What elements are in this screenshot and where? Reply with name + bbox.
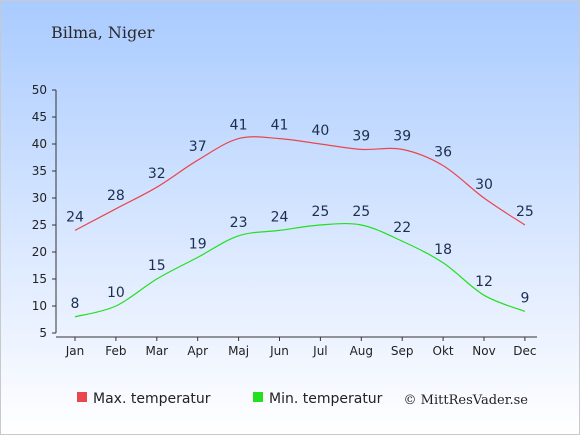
x-tick-label: Mar [145,344,168,358]
y-tick-label: 5 [39,326,47,340]
data-label: 22 [393,220,411,236]
y-tick-label: 35 [32,164,47,178]
chart-title: Bilma, Niger [51,23,155,42]
legend-swatch [77,392,87,402]
data-label: 41 [271,118,289,134]
x-tick-label: Jul [312,344,327,358]
data-label: 15 [148,258,166,274]
data-label: 19 [189,236,207,252]
data-label: 28 [107,188,125,204]
data-label: 9 [520,290,529,306]
data-label: 32 [148,166,166,182]
series-line-max [74,136,526,231]
y-tick-label: 50 [32,83,47,97]
data-label: 39 [352,128,370,144]
data-label: 8 [71,296,80,312]
x-tick-label: Dec [513,344,536,358]
y-tick-label: 30 [32,191,47,205]
data-label: 12 [475,274,493,290]
y-tick-label: 40 [32,137,47,151]
data-label: 10 [107,285,125,301]
data-label: 24 [66,209,84,225]
series-line-min [74,222,526,318]
data-label: 40 [311,123,329,139]
x-tick-label: Apr [187,344,208,358]
y-tick-label: 15 [32,272,47,286]
legend-label: Min. temperatur [269,391,383,407]
series-lines [74,136,526,318]
data-label: 18 [434,242,452,258]
data-label: 30 [475,177,493,193]
legend-swatch [253,392,263,402]
data-label: 37 [189,139,207,155]
y-tick-label: 45 [32,110,47,124]
x-tick-label: Sep [391,344,414,358]
x-tick-label: Feb [105,344,126,358]
y-tick-label: 20 [32,245,47,259]
data-label: 25 [352,204,370,220]
x-tick-label: Aug [350,344,373,358]
axes: 5 10 15 20 25 30 35 40 45 50 Jan Feb Mar Apr Maj Jun Jul… [32,83,537,358]
data-label: 25 [516,204,534,220]
data-label: 23 [230,215,248,231]
x-tick-label: Jan [65,344,85,358]
data-label: 41 [230,118,248,134]
credit-text: © MittResVader.se [404,393,529,408]
y-tick-label: 25 [32,218,47,232]
data-label: 36 [434,145,452,161]
x-tick-label: Maj [228,344,249,358]
data-label: 24 [271,209,289,225]
data-label: 39 [393,128,411,144]
data-label: 25 [311,204,329,220]
x-tick-label: Nov [472,344,495,358]
legend-label: Max. temperatur [93,391,211,407]
y-tick-label: 10 [32,299,47,313]
data-labels: 24 28 32 37 41 41 40 39 39 36 30 25 8 10 15 19 23 24 25 25 2… [66,118,534,312]
x-tick-label: Okt [433,344,454,358]
x-tick-label: Jun [269,344,289,358]
legend: Max. temperatur Min. temperatur [77,391,383,407]
